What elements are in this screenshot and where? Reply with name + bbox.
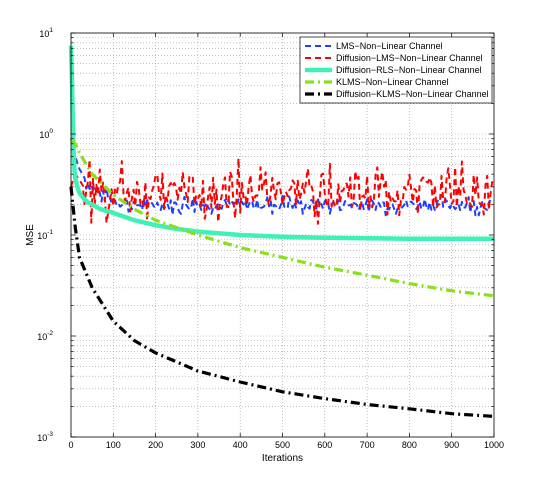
legend-label-5: Diffusion−KLMS−Non−Linear Channel bbox=[336, 89, 489, 99]
legend-label-4: KLMS−Non−Linear Channel bbox=[336, 77, 449, 87]
legend-label-1: LMS−Non−Linear Channel bbox=[336, 41, 443, 51]
series-line-2 bbox=[70, 157, 495, 225]
y-tick-label: 10-2 bbox=[37, 330, 53, 342]
x-tick-label: 500 bbox=[275, 440, 290, 450]
x-tick-label: 700 bbox=[360, 440, 375, 450]
x-tick-label: 400 bbox=[233, 440, 248, 450]
y-tick-label: 10-1 bbox=[37, 229, 53, 241]
series-line-5 bbox=[69, 186, 495, 418]
legend: LMS−Non−Linear Channel Diffusion−LMS−Non−… bbox=[299, 36, 493, 104]
x-tick-label: 0 bbox=[68, 440, 73, 450]
y-tick-label: 101 bbox=[39, 27, 53, 39]
series-line-4 bbox=[70, 139, 495, 298]
x-tick-label: 900 bbox=[444, 440, 459, 450]
series-line-1 bbox=[70, 138, 495, 217]
x-tick-label: 800 bbox=[402, 440, 417, 450]
y-tick-label: 10-3 bbox=[37, 431, 53, 443]
x-tick-label: 200 bbox=[148, 440, 163, 450]
x-tick-label: 100 bbox=[106, 440, 121, 450]
axis-ticks: 0 100 200 300 400 500 600 700 800 900 1000 10-3 10-2… bbox=[37, 27, 504, 450]
y-tick-label: 100 bbox=[39, 128, 53, 140]
x-tick-label: 300 bbox=[190, 440, 205, 450]
x-tick-label: 1000 bbox=[484, 440, 504, 450]
x-tick-label: 600 bbox=[317, 440, 332, 450]
series-lines bbox=[68, 45, 495, 418]
legend-label-2: Diffusion−LMS−Non−Linear Channel bbox=[336, 53, 483, 63]
series-line-3 bbox=[68, 45, 494, 241]
x-axis-label: Iterations bbox=[262, 453, 303, 464]
legend-label-3: Diffusion−RLS−Non−Linear Channel bbox=[336, 65, 482, 75]
y-axis-label: MSE bbox=[25, 224, 36, 246]
